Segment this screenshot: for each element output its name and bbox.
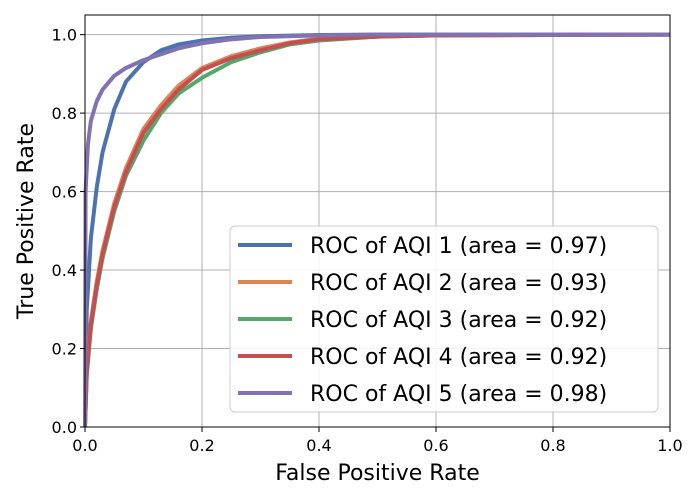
legend-label: ROC of AQI 2 (area = 0.93) <box>310 271 607 296</box>
y-tick-label: 0.0 <box>52 418 77 437</box>
y-tick-label: 1.0 <box>52 26 77 45</box>
y-axis-label: True Positive Rate <box>14 123 39 320</box>
legend-box <box>229 225 659 413</box>
legend-label: ROC of AQI 3 (area = 0.92) <box>310 308 607 333</box>
x-tick-label: 0.4 <box>306 436 331 455</box>
y-tick-label: 0.4 <box>52 261 77 280</box>
legend-label: ROC of AQI 5 (area = 0.98) <box>310 382 607 407</box>
y-tick-label: 0.8 <box>52 104 77 123</box>
legend-label: ROC of AQI 4 (area = 0.92) <box>310 345 607 370</box>
roc-line-aqi-5 <box>83 32 670 428</box>
axis-ticks: 0.0 0.2 0.4 0.6 0.8 1.0 0.0 0.2 0.4 0.6 0.8 1.0 <box>52 26 683 455</box>
legend: ROC of AQI 1 (area = 0.97) ROC of AQI 2 (… <box>229 225 659 413</box>
y-tick-label: 0.6 <box>52 183 77 202</box>
x-tick-label: 1.0 <box>657 436 682 455</box>
y-tick-label: 0.2 <box>52 340 77 359</box>
legend-label: ROC of AQI 1 (area = 0.97) <box>310 234 607 259</box>
x-tick-label: 0.0 <box>72 436 97 455</box>
x-tick-label: 0.2 <box>189 436 214 455</box>
x-tick-label: 0.8 <box>540 436 565 455</box>
x-axis-label: False Positive Rate <box>275 461 479 486</box>
x-tick-label: 0.6 <box>423 436 448 455</box>
plot-frame <box>84 14 671 428</box>
series-lines <box>83 32 671 428</box>
